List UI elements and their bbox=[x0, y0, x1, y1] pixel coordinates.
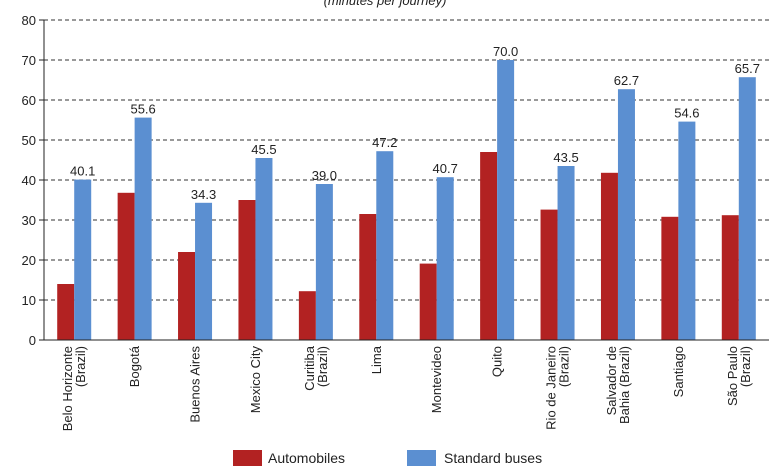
x-category-line: Curitiba bbox=[302, 345, 317, 391]
x-category-label: Lima bbox=[369, 345, 384, 374]
x-category-line: Rio de Janeiro bbox=[544, 346, 559, 430]
data-label: 47.2 bbox=[372, 135, 397, 150]
bar-standard-buses bbox=[738, 77, 756, 340]
x-category-line: Lima bbox=[369, 345, 384, 374]
gridlines bbox=[44, 19, 769, 301]
bar-automobiles bbox=[480, 152, 498, 340]
data-label: 43.5 bbox=[553, 150, 578, 165]
bar-automobiles bbox=[419, 263, 437, 340]
bar-automobiles bbox=[117, 192, 135, 340]
bar-automobiles bbox=[600, 172, 618, 340]
x-category-line: São Paulo bbox=[725, 346, 740, 406]
x-category-line: (Brazil) bbox=[557, 346, 572, 387]
bar-standard-buses bbox=[617, 89, 635, 340]
x-category-label: Montevideo bbox=[429, 346, 444, 413]
data-label: 62.7 bbox=[614, 73, 639, 88]
x-category-label: Curitiba(Brazil) bbox=[302, 345, 330, 391]
bar-standard-buses bbox=[678, 121, 696, 340]
data-labels: 40.1 55.6 34.3 45.5 39.0 47.2 40.7 70.0 43.5 62.7… bbox=[70, 44, 760, 202]
y-axis: 0 10 20 30 40 50 60 70 80 bbox=[22, 13, 45, 348]
y-tick-label: 60 bbox=[22, 93, 36, 108]
bar-standard-buses bbox=[195, 202, 213, 340]
x-category-line: Bogotá bbox=[127, 345, 142, 387]
bar-automobiles bbox=[178, 252, 196, 340]
x-category-line: (Brazil) bbox=[738, 346, 753, 387]
bar-standard-buses bbox=[557, 166, 575, 340]
bar-automobiles bbox=[57, 284, 75, 340]
bar-standard-buses bbox=[74, 179, 92, 340]
bar-automobiles bbox=[661, 216, 679, 340]
x-category-line: Quito bbox=[490, 346, 505, 377]
bar-automobiles bbox=[540, 209, 558, 340]
x-category-label: Belo Horizonte(Brazil) bbox=[60, 346, 88, 431]
x-category-label: São Paulo(Brazil) bbox=[725, 346, 753, 406]
x-category-label: Buenos Aires bbox=[188, 346, 203, 423]
x-category-label: Bogotá bbox=[127, 345, 142, 387]
x-category-label: Santiago bbox=[671, 346, 686, 397]
x-category-line: Montevideo bbox=[429, 346, 444, 413]
x-category-label: Rio de Janeiro(Brazil) bbox=[544, 346, 572, 430]
x-category-line: Mexico City bbox=[248, 346, 263, 414]
data-label: 45.5 bbox=[251, 142, 276, 157]
y-tick-label: 30 bbox=[22, 213, 36, 228]
bars bbox=[57, 60, 756, 340]
x-category-line: (Brazil) bbox=[73, 346, 88, 387]
bar-automobiles bbox=[359, 214, 377, 340]
y-tick-label: 50 bbox=[22, 133, 36, 148]
bar-standard-buses bbox=[255, 158, 273, 340]
legend-swatch bbox=[407, 450, 436, 466]
y-tick-label: 10 bbox=[22, 293, 36, 308]
data-label: 65.7 bbox=[735, 61, 760, 76]
x-category-line: Salvador de bbox=[604, 346, 619, 415]
x-category-label: Quito bbox=[490, 346, 505, 377]
legend-label: Standard buses bbox=[444, 450, 542, 466]
data-label: 55.6 bbox=[130, 102, 155, 117]
x-axis: Belo Horizonte(Brazil) Bogotá Buenos Aires… bbox=[44, 339, 769, 431]
bar-standard-buses bbox=[134, 117, 152, 340]
chart-title: (minutes per journey) bbox=[324, 0, 447, 8]
x-category-line: Buenos Aires bbox=[188, 346, 203, 423]
data-label: 70.0 bbox=[493, 44, 518, 59]
legend-label: Automobiles bbox=[268, 450, 345, 466]
data-label: 40.1 bbox=[70, 164, 95, 179]
y-tick-label: 70 bbox=[22, 53, 36, 68]
x-category-line: Bahia (Brazil) bbox=[617, 346, 632, 424]
bar-automobiles bbox=[298, 291, 316, 340]
x-category-label: Salvador deBahia (Brazil) bbox=[604, 346, 632, 424]
x-category-line: (Brazil) bbox=[315, 346, 330, 387]
bar-standard-buses bbox=[497, 60, 515, 340]
bar-automobiles bbox=[721, 215, 739, 340]
y-tick-label: 20 bbox=[22, 253, 36, 268]
y-tick-label: 40 bbox=[22, 173, 36, 188]
bar-standard-buses bbox=[436, 177, 454, 340]
bar-standard-buses bbox=[315, 184, 333, 340]
data-label: 40.7 bbox=[433, 161, 458, 176]
x-category-line: Santiago bbox=[671, 346, 686, 397]
data-label: 39.0 bbox=[312, 168, 337, 183]
bar-automobiles bbox=[238, 200, 256, 340]
y-tick-label: 80 bbox=[22, 13, 36, 28]
data-label: 34.3 bbox=[191, 187, 216, 202]
x-category-label: Mexico City bbox=[248, 346, 263, 414]
legend: Automobiles Standard buses bbox=[233, 450, 542, 466]
bar-standard-buses bbox=[376, 151, 394, 340]
y-tick-label: 0 bbox=[29, 333, 36, 348]
legend-swatch bbox=[233, 450, 262, 466]
x-category-line: Belo Horizonte bbox=[60, 346, 75, 431]
data-label: 54.6 bbox=[674, 106, 699, 121]
